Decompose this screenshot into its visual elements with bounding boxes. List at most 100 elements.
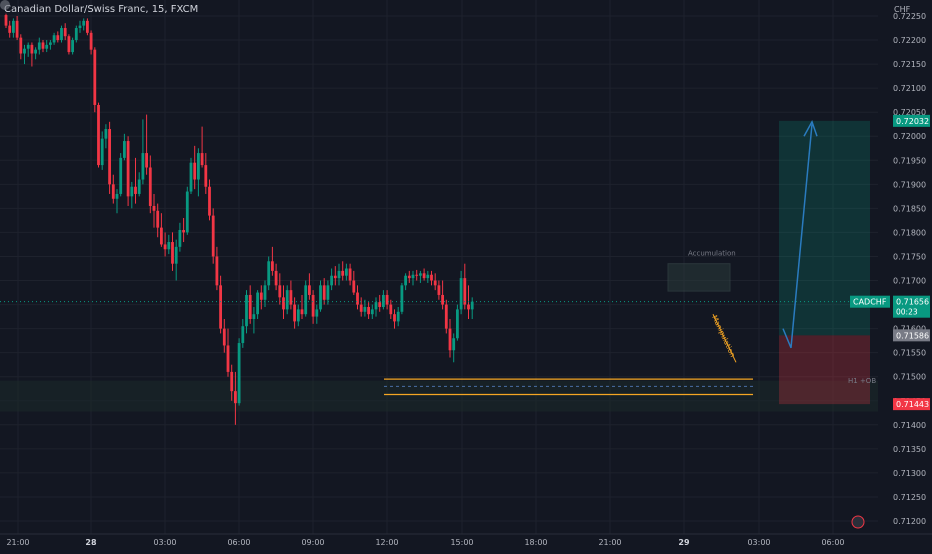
candle-body (37, 42, 41, 50)
accumulation-label: Accumulation (688, 250, 736, 258)
stop-price-label-bg (893, 398, 930, 411)
candle-body (330, 275, 333, 286)
price-tick-label: 0.71250 (893, 493, 926, 502)
candle-body (182, 230, 185, 233)
candle-body (115, 193, 119, 199)
candle-body (63, 28, 67, 37)
candle-body (52, 35, 56, 43)
last-price-label: 0.71656 (896, 298, 929, 307)
candle-body (282, 297, 285, 310)
candle-body (78, 25, 82, 29)
candle-body (448, 328, 452, 351)
candle-body (352, 280, 356, 293)
price-tick-label: 0.72250 (893, 12, 926, 21)
price-tick-label: 0.71600 (893, 325, 926, 334)
price-axis-background (878, 0, 932, 550)
candle-body (382, 294, 385, 307)
candle-body (219, 285, 222, 329)
price-tick-label: 0.72050 (893, 108, 926, 117)
candle-body (111, 184, 115, 199)
candle-body (367, 306, 370, 315)
symbol-label: CADCHF (853, 298, 887, 307)
price-tick-label: 0.72200 (893, 36, 926, 45)
candle-body (441, 294, 444, 305)
candle-body (60, 28, 63, 41)
candle-body (145, 153, 148, 168)
candle-body (226, 345, 230, 372)
candle-body (93, 49, 97, 105)
time-axis[interactable]: 21:00 28 03:00 06:00 09:00 12:00 15:00 18:00 21:… (0, 515, 932, 550)
price-tick-label: 0.71300 (893, 469, 926, 478)
candle-body (49, 42, 52, 45)
alert-icon (851, 515, 865, 529)
price-tick-label: 0.71700 (893, 277, 926, 286)
time-tick-label: 12:00 (375, 538, 398, 547)
last-price-label-bg (893, 295, 930, 318)
candle-body (167, 242, 171, 250)
candle-body (389, 304, 393, 315)
candle-body (34, 49, 37, 54)
ob-label: H1 +OB (848, 377, 876, 385)
candle-body (263, 285, 267, 300)
candle-body (422, 273, 426, 279)
candle-body (248, 294, 252, 319)
candle-body (348, 268, 352, 281)
target-price-label: 0.72032 (896, 117, 929, 126)
candle-body (341, 270, 345, 276)
price-tick-label: 0.72150 (893, 60, 926, 69)
candle-body (204, 165, 208, 187)
candle-body (415, 274, 419, 276)
candle-body (289, 290, 293, 305)
candle-body (19, 37, 23, 54)
price-tick-label: 0.71550 (893, 349, 926, 358)
candle-body (315, 309, 319, 317)
candle-body (437, 285, 441, 295)
candle-body (256, 292, 259, 315)
zones-layer (0, 120, 878, 412)
countdown-label: 00:23 (896, 308, 918, 317)
candle-body (356, 292, 359, 305)
candle-body (211, 215, 215, 257)
symbol-label-bg (850, 295, 890, 308)
target-price-label-bg (893, 114, 930, 127)
candle-body (222, 328, 226, 346)
price-axis[interactable]: CHF0.722500.722000.721500.721000.720500.… (850, 0, 932, 550)
candle-body (245, 294, 248, 327)
candle-body (337, 270, 341, 279)
candle-body (119, 157, 123, 194)
candle-body (259, 292, 263, 300)
candle-body (126, 141, 130, 197)
candle-body (407, 275, 411, 279)
candle-body (467, 304, 470, 310)
candle-body (444, 304, 448, 329)
arrow-head-icon (803, 119, 818, 137)
candle-body (404, 275, 407, 286)
price-tick-label: 0.72100 (893, 84, 926, 93)
candle-body (252, 314, 256, 319)
candle-body (271, 261, 274, 271)
candle-body (345, 268, 348, 276)
time-tick-label: 03:00 (153, 538, 176, 547)
candle-body (123, 141, 126, 158)
candle-body (267, 261, 271, 286)
price-tick-label: 0.71900 (893, 180, 926, 189)
candle-body (426, 274, 430, 279)
candle-body (463, 278, 467, 305)
candle-body (396, 311, 400, 322)
candle-body (163, 244, 167, 250)
candle-body (452, 338, 456, 351)
price-tick-label: 0.71850 (893, 204, 926, 213)
candle-body (130, 186, 134, 197)
candle-body (363, 306, 367, 312)
time-tick-label: 21:00 (598, 538, 621, 547)
candle-body (23, 48, 26, 54)
candle-body (296, 309, 300, 322)
candle-body (378, 302, 382, 307)
candle-body (108, 129, 111, 185)
candle-body (148, 167, 152, 206)
candle-body (45, 44, 49, 49)
entry-price-label: 0.71586 (896, 331, 929, 340)
